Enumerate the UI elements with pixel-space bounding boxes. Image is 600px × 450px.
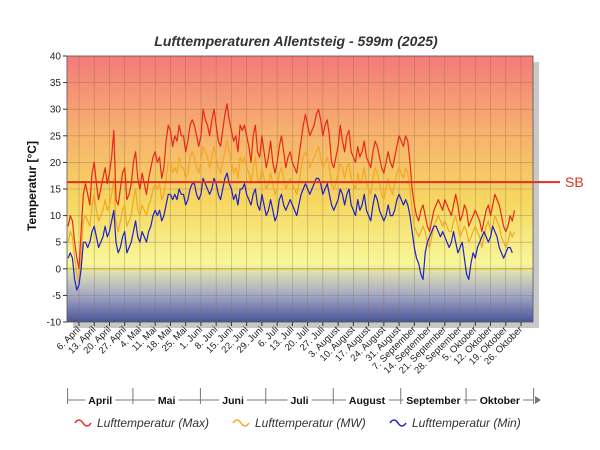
y-tick-label: -10 <box>47 318 62 329</box>
month-label: April <box>88 395 112 407</box>
legend-label: Lufttemperatur (Max) <box>97 416 209 430</box>
series-line <box>67 103 516 270</box>
legend-label: Lufttemperatur (MW) <box>255 416 366 430</box>
y-axis: -10 -5 0 5 10 15 20 25 30 35 40 <box>47 52 67 329</box>
month-axis-arrow <box>535 396 541 404</box>
y-tick-label: 0 <box>55 264 61 275</box>
legend-swatch <box>232 419 250 427</box>
month-label-bg <box>85 394 116 406</box>
legend-label: Lufttemperatur (Min) <box>412 416 521 430</box>
month-label-bg <box>403 394 464 406</box>
month-label-bg <box>219 394 247 406</box>
legend-swatch <box>389 419 407 427</box>
y-tick-label: 40 <box>50 52 62 63</box>
month-label-bg <box>154 394 179 406</box>
month-label-bg <box>287 394 312 406</box>
y-tick-label: 30 <box>50 105 62 116</box>
legend-swatch <box>74 419 92 427</box>
y-tick-label: 15 <box>50 185 62 196</box>
month-label-bg <box>476 394 523 406</box>
month-label: Mai <box>158 395 176 407</box>
month-axis: April Mai Juni Juli August September Oktober <box>67 388 541 407</box>
reference-line-label: SB <box>565 174 584 190</box>
month-label: September <box>406 395 460 407</box>
month-label: Juni <box>222 395 244 407</box>
month-label-bg <box>345 394 389 406</box>
y-tick-label: 10 <box>50 211 62 222</box>
y-tick-label: 35 <box>50 78 62 89</box>
month-label: Oktober <box>480 395 520 407</box>
chart-title: Lufttemperaturen Allentsteig - 599m (202… <box>154 33 438 49</box>
y-tick-label: 5 <box>55 238 61 249</box>
y-axis-label: Temperatur [°C] <box>25 141 39 231</box>
month-label: August <box>349 395 386 407</box>
y-tick-label: 20 <box>50 158 62 169</box>
series-line <box>67 172 513 291</box>
y-tick-label: -5 <box>52 291 61 302</box>
series-layer <box>67 103 516 291</box>
legend: Lufttemperatur (Max) Lufttemperatur (MW) L… <box>74 416 521 430</box>
grid <box>66 55 534 323</box>
month-label: Juli <box>290 395 308 407</box>
series-line <box>67 140 516 286</box>
y-tick-label: 25 <box>50 131 62 142</box>
